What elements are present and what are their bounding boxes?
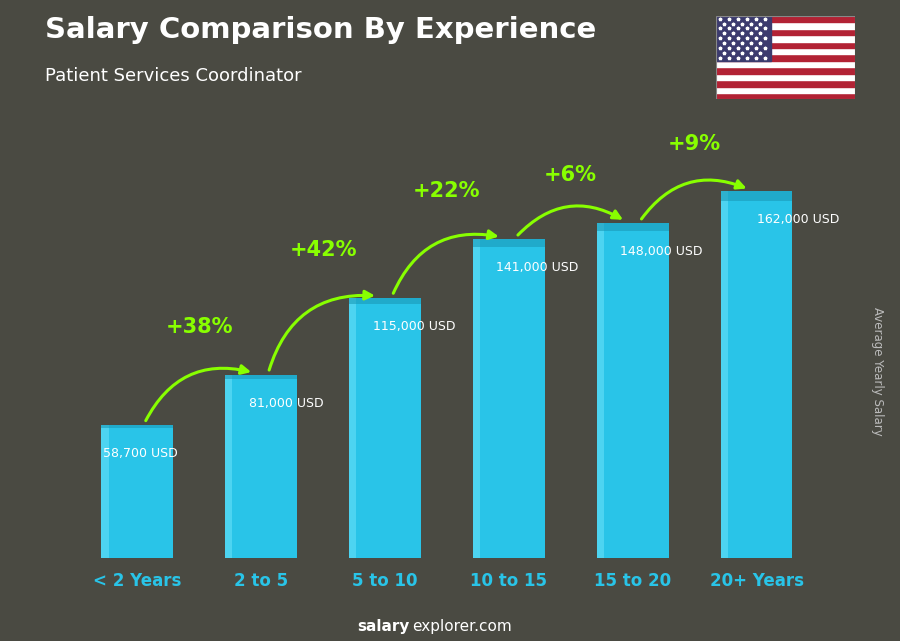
Text: 148,000 USD: 148,000 USD: [620, 245, 703, 258]
Bar: [716, 93, 855, 99]
Polygon shape: [102, 425, 173, 558]
Text: 141,000 USD: 141,000 USD: [497, 261, 579, 274]
Text: salary: salary: [357, 619, 410, 635]
Polygon shape: [225, 374, 297, 558]
Bar: [716, 61, 855, 67]
Text: +9%: +9%: [668, 134, 721, 154]
Bar: [716, 16, 771, 61]
Polygon shape: [102, 425, 173, 428]
Polygon shape: [597, 223, 669, 231]
Polygon shape: [225, 374, 297, 379]
Bar: [716, 42, 855, 48]
Text: 58,700 USD: 58,700 USD: [103, 447, 177, 460]
Polygon shape: [102, 425, 109, 558]
Polygon shape: [597, 223, 669, 558]
Text: Salary Comparison By Experience: Salary Comparison By Experience: [45, 16, 596, 44]
Bar: [716, 87, 855, 93]
Text: +42%: +42%: [289, 240, 356, 260]
Polygon shape: [721, 192, 792, 558]
Polygon shape: [225, 374, 232, 558]
Text: 115,000 USD: 115,000 USD: [373, 320, 455, 333]
Text: 81,000 USD: 81,000 USD: [248, 397, 323, 410]
Text: +22%: +22%: [413, 181, 481, 201]
Text: Patient Services Coordinator: Patient Services Coordinator: [45, 67, 302, 85]
Bar: [716, 22, 855, 29]
Polygon shape: [472, 239, 544, 247]
Text: Average Yearly Salary: Average Yearly Salary: [871, 308, 884, 436]
Text: +38%: +38%: [166, 317, 233, 337]
Bar: [716, 54, 855, 61]
FancyArrowPatch shape: [269, 291, 372, 370]
Bar: [716, 16, 855, 22]
Polygon shape: [472, 239, 480, 558]
Bar: [716, 67, 855, 74]
Polygon shape: [349, 297, 421, 304]
Bar: [716, 35, 855, 42]
Bar: [716, 74, 855, 80]
FancyArrowPatch shape: [393, 231, 496, 294]
Polygon shape: [349, 297, 356, 558]
FancyArrowPatch shape: [642, 180, 743, 219]
Bar: [716, 80, 855, 87]
Polygon shape: [721, 192, 728, 558]
Polygon shape: [472, 239, 544, 558]
Polygon shape: [597, 223, 604, 558]
Text: +6%: +6%: [544, 165, 598, 185]
Text: 162,000 USD: 162,000 USD: [757, 213, 839, 226]
Polygon shape: [721, 192, 792, 201]
Polygon shape: [349, 297, 421, 558]
Text: explorer.com: explorer.com: [412, 619, 512, 635]
Bar: [716, 48, 855, 54]
FancyArrowPatch shape: [518, 206, 620, 235]
FancyArrowPatch shape: [146, 366, 248, 420]
Bar: [716, 29, 855, 35]
